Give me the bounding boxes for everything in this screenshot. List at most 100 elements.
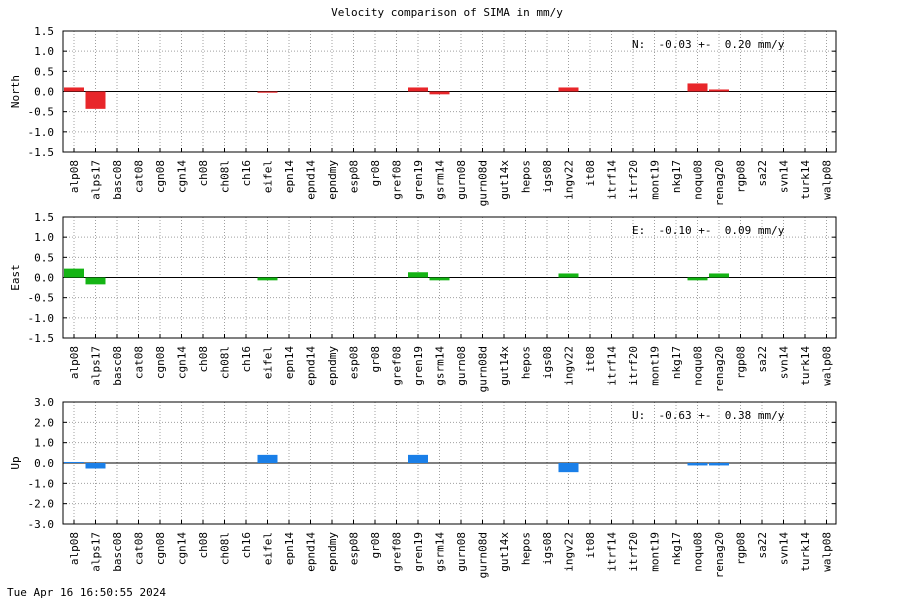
plot-frame — [62, 401, 837, 525]
x-tick-label: cgn14 — [176, 160, 189, 193]
x-tick-label: gref08 — [391, 346, 404, 386]
x-tick-label: ch08l — [219, 160, 232, 193]
x-tick-label: esp08 — [348, 346, 361, 379]
x-tick-label: turk14 — [799, 346, 812, 386]
y-tick-label: -1.5 — [28, 332, 55, 345]
x-tick-label: ch08 — [197, 532, 210, 559]
bar-eifel — [257, 454, 278, 463]
x-tick-label: alps17 — [90, 160, 103, 200]
x-tick-label: svn14 — [778, 532, 791, 565]
x-tick-label: itrf20 — [627, 346, 640, 386]
y-tick-label: 1.0 — [34, 45, 54, 58]
x-tick-label: alps17 — [90, 346, 103, 386]
y-tick-label: -2.0 — [28, 498, 55, 511]
x-tick-label: turk14 — [799, 532, 812, 572]
bar-ingv22 — [558, 273, 579, 278]
x-tick-label: gurn08d — [477, 346, 490, 392]
x-tick-label: it08 — [584, 346, 597, 373]
x-tick-label: hepos — [520, 346, 533, 379]
x-tick-label: ch08 — [197, 346, 210, 373]
x-tick-label: epn14 — [283, 532, 296, 565]
bar-renag20 — [709, 89, 729, 92]
x-tick-label: igs08 — [541, 346, 554, 379]
bar-gren19 — [408, 87, 428, 92]
x-tick-label: ch16 — [240, 346, 253, 373]
bar-gsrm14 — [429, 91, 450, 95]
x-tick-label: ch16 — [240, 532, 253, 559]
bar-alps17 — [85, 91, 106, 109]
x-tick-label: renag20 — [713, 160, 726, 206]
x-tick-label: epnd14 — [305, 532, 318, 572]
stat-annotation: E: -0.10 +- 0.09 mm/y — [632, 224, 785, 237]
x-tick-label: basc08 — [111, 532, 124, 572]
y-tick-label: 0.5 — [34, 251, 54, 264]
x-tick-label: gurn08 — [455, 160, 468, 200]
plot-frame — [62, 30, 837, 153]
bar-alps17 — [85, 463, 106, 469]
x-tick-label: eifel — [262, 532, 275, 565]
bar-eifel — [257, 91, 278, 93]
x-tick-label: cgn08 — [154, 346, 167, 379]
x-tick-label: epndmy — [326, 532, 339, 572]
x-tick-label: gr08 — [369, 160, 382, 187]
y-tick-label: 1.5 — [34, 211, 54, 224]
x-tick-label: esp08 — [348, 532, 361, 565]
x-tick-label: sa22 — [756, 532, 769, 559]
y-tick-label: -3.0 — [28, 518, 55, 531]
x-tick-label: it08 — [584, 532, 597, 559]
x-tick-label: nkg17 — [670, 532, 683, 565]
y-tick-label: -1.5 — [28, 146, 55, 159]
bar-gren19 — [408, 272, 428, 278]
x-tick-label: ingv22 — [563, 532, 576, 572]
x-tick-label: turk14 — [799, 160, 812, 200]
bar-alp08 — [64, 87, 84, 92]
x-tick-label: cat08 — [133, 346, 146, 379]
bar-renag20 — [709, 273, 729, 278]
stat-annotation: U: -0.63 +- 0.38 mm/y — [632, 409, 785, 422]
y-tick-label: 2.0 — [34, 416, 54, 429]
x-tick-label: gsrm14 — [434, 346, 447, 386]
x-tick-label: gurn08d — [477, 160, 490, 206]
x-tick-label: cgn08 — [154, 160, 167, 193]
x-tick-label: ch08l — [219, 346, 232, 379]
x-tick-label: gurn08 — [455, 346, 468, 386]
x-tick-label: epn14 — [283, 160, 296, 193]
x-tick-label: itrf14 — [606, 532, 619, 572]
x-tick-label: gurn08 — [455, 532, 468, 572]
bar-alp08 — [64, 268, 84, 278]
x-tick-label: mont19 — [649, 532, 662, 572]
x-tick-label: rgp08 — [735, 160, 748, 193]
y-tick-label: 0.0 — [34, 457, 54, 470]
x-tick-label: gref08 — [391, 160, 404, 200]
x-tick-label: walp08 — [821, 160, 834, 200]
x-tick-label: gurn08d — [477, 532, 490, 578]
y-tick-label: 0.0 — [34, 272, 54, 285]
bar-ingv22 — [558, 87, 579, 92]
y-tick-label: 0.0 — [34, 86, 54, 99]
bar-renag20 — [709, 463, 729, 466]
x-tick-label: ch08l — [219, 532, 232, 565]
x-tick-label: itrf20 — [627, 532, 640, 572]
x-tick-label: renag20 — [713, 346, 726, 392]
x-tick-label: basc08 — [111, 346, 124, 386]
x-tick-label: ingv22 — [563, 346, 576, 386]
y-tick-label: -1.0 — [28, 312, 55, 325]
x-tick-label: gut14x — [498, 346, 511, 386]
stat-annotation: N: -0.03 +- 0.20 mm/y — [632, 38, 785, 51]
x-tick-label: eifel — [262, 346, 275, 379]
x-tick-label: basc08 — [111, 160, 124, 200]
x-tick-label: gren19 — [412, 346, 425, 386]
x-tick-label: itrf20 — [627, 160, 640, 200]
timestamp: Tue Apr 16 16:50:55 2024 — [7, 586, 166, 599]
x-tick-label: sa22 — [756, 160, 769, 187]
bar-ingv22 — [558, 463, 579, 473]
y-tick-label: -1.0 — [28, 477, 55, 490]
chart-title: Velocity comparison of SIMA in mm/y — [331, 6, 563, 19]
bar-gsrm14 — [429, 277, 450, 281]
y-tick-label: -1.0 — [28, 126, 55, 139]
panel-north: 1.5 1.0 0.5 0.0 -0.5 -1.0 -1.5 alp08 alps17 basc0… — [9, 25, 837, 206]
x-tick-label: gsrm14 — [434, 532, 447, 572]
x-tick-label: itrf14 — [606, 346, 619, 386]
x-tick-label: cgn14 — [176, 532, 189, 565]
x-tick-label: alp08 — [68, 346, 81, 379]
